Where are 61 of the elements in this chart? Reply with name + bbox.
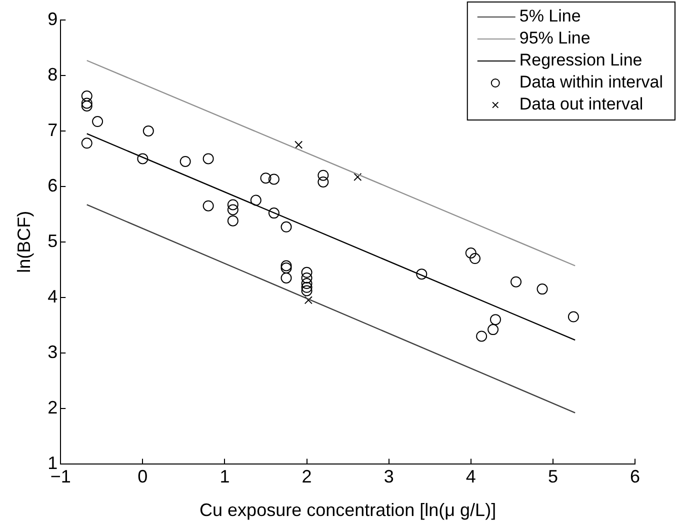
x-tick-label: 3 [384,466,394,487]
point [490,314,502,326]
point [81,98,92,109]
point [568,311,579,322]
point [142,125,154,136]
y-tick-label: 3 [48,342,58,362]
point [81,90,92,102]
point [202,200,214,212]
y-tick-label: 2 [48,397,58,418]
x-tick-label: 0 [138,466,148,487]
y-tick-label: 7 [48,120,58,140]
x-tick-label: 6 [630,466,640,487]
x-axis-title: Cu exposure concentration [ln(μ g/L)] [200,500,496,520]
point [81,138,92,149]
point [416,268,428,280]
point [137,153,148,164]
point [301,285,312,296]
point [81,100,92,112]
legend-label: Data within interval [519,72,664,92]
x-tick-label: 5 [548,466,558,487]
x-tick-label: 4 [466,466,476,487]
point [318,170,329,181]
x-tick-label: 2 [302,466,312,487]
x-tick-label: 1 [220,466,230,487]
point [268,174,280,185]
point [294,140,303,149]
point [476,330,488,342]
point [280,221,292,232]
point [465,247,476,258]
point [268,208,280,219]
y-tick-label: 6 [48,175,58,196]
point [301,278,312,290]
point [202,153,214,164]
point [488,324,499,336]
legend-label: 95% Line [519,28,590,48]
y-tick-label: 5 [48,230,58,251]
point [227,215,238,226]
y-tick-label: 8 [48,64,58,84]
y-tick-label: 9 [48,8,58,29]
point [318,176,329,188]
point [469,253,480,264]
point [92,116,104,128]
point [227,199,238,210]
point [180,156,191,167]
point [227,204,238,216]
y-tick-label: 1 [48,452,58,473]
legend-label: Regression Line [519,50,642,70]
point [301,282,312,293]
y-tick-label: 4 [48,286,58,306]
point [354,172,362,182]
point [510,276,522,288]
point [301,272,312,284]
y-axis-title: ln(BCF) [14,210,34,273]
point [536,284,548,295]
point [250,194,262,206]
legend-label: 5% Line [519,6,581,26]
legend-label: Data out interval [519,94,644,114]
point [280,272,292,284]
point [304,296,312,304]
point [260,172,272,184]
point [301,266,312,278]
